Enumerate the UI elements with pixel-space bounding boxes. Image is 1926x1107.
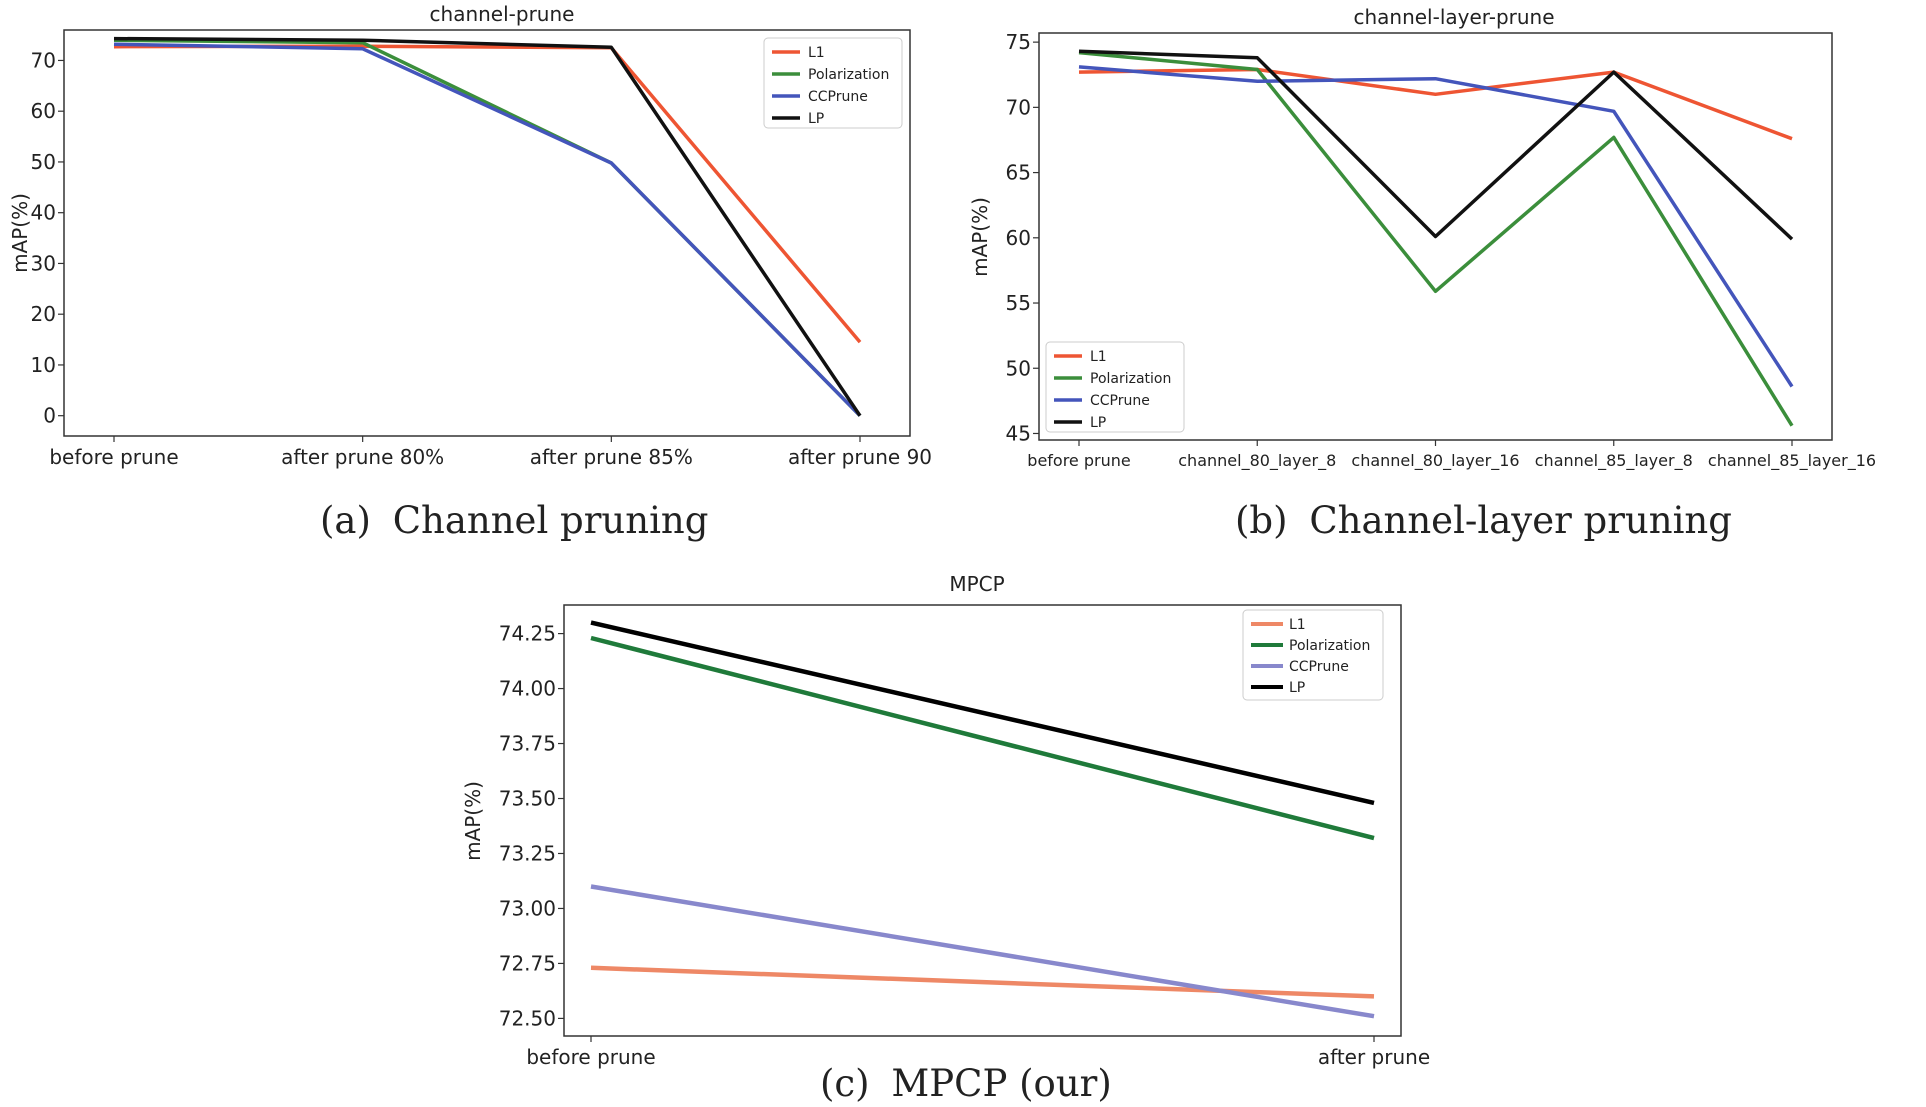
y-tick-label: 72.75 xyxy=(499,951,556,975)
y-tick-label: 20 xyxy=(31,302,56,326)
x-tick-label: after prune xyxy=(1318,1045,1430,1069)
series-line-ccprune xyxy=(1078,65,1794,388)
legend-label: L1 xyxy=(808,45,825,61)
legend-label: LP xyxy=(808,111,824,127)
series-line-l1 xyxy=(113,44,862,344)
x-tick-label: after prune 90 xyxy=(788,445,932,469)
series-line-lp xyxy=(1078,49,1794,241)
x-ticks: before prune after prune 80% after prune 8… xyxy=(49,436,932,469)
legend-label: CCPrune xyxy=(1090,393,1150,409)
y-tick-label: 40 xyxy=(31,201,56,225)
y-tick-label: 73.50 xyxy=(499,787,556,811)
chart-title: channel-prune xyxy=(430,2,575,26)
chart-title: MPCP xyxy=(949,572,1004,596)
caption-text: Channel-layer pruning xyxy=(1309,499,1732,542)
y-tick-label: 50 xyxy=(31,150,56,174)
series-lines xyxy=(113,36,862,417)
legend-box xyxy=(1242,609,1384,701)
series-lines xyxy=(590,620,1375,1019)
legend: L1 Polarization CCPrune LP xyxy=(1045,341,1185,433)
caption: (a) Channel pruning xyxy=(320,499,708,542)
x-tick-label: before prune xyxy=(49,445,178,469)
y-tick-label: 74.25 xyxy=(499,622,556,646)
caption-label: (c) xyxy=(820,1062,870,1105)
x-tick-label: channel_80_layer_8 xyxy=(1178,451,1336,471)
caption-text: MPCP (our) xyxy=(891,1062,1111,1105)
x-ticks: before prune after prune xyxy=(526,1036,1430,1069)
legend-box xyxy=(763,37,903,129)
x-tick-label: after prune 80% xyxy=(281,445,444,469)
y-tick-label: 0 xyxy=(43,404,56,428)
y-tick-label: 10 xyxy=(31,353,56,377)
x-tick-label: channel_85_layer_16 xyxy=(1708,451,1876,471)
chart-channel-layer-prune: channel-layer-prune 45 50 55 60 65 70 75 befor… xyxy=(968,5,1876,542)
y-tick-label: 55 xyxy=(1006,291,1031,315)
chart-channel-prune: channel-prune 0 10 20 30 40 50 60 70 before pru… xyxy=(8,2,932,542)
y-axis-label: mAP(%) xyxy=(461,781,485,861)
y-tick-label: 30 xyxy=(31,251,56,275)
series-line-l1 xyxy=(590,965,1375,999)
plot-frame xyxy=(563,604,1402,1037)
legend-label: L1 xyxy=(1090,349,1107,365)
y-tick-label: 75 xyxy=(1006,30,1031,54)
y-tick-label: 73.25 xyxy=(499,841,556,865)
y-axis-label: mAP(%) xyxy=(8,193,32,273)
series-lines xyxy=(1078,49,1794,427)
y-tick-label: 60 xyxy=(31,99,56,123)
legend-label: Polarization xyxy=(1289,638,1370,654)
y-tick-label: 72.50 xyxy=(499,1006,556,1030)
x-tick-label: channel_80_layer_16 xyxy=(1351,451,1519,471)
y-tick-label: 74.00 xyxy=(499,677,556,701)
legend-label: LP xyxy=(1289,680,1305,696)
series-line-l1 xyxy=(1078,67,1793,141)
caption: (b) Channel-layer pruning xyxy=(1235,499,1732,542)
x-ticks: before prune channel_80_layer_8 channel_80… xyxy=(1027,440,1876,471)
x-tick-label: after prune 85% xyxy=(530,445,693,469)
chart-title: channel-layer-prune xyxy=(1353,5,1554,29)
legend: L1 Polarization CCPrune LP xyxy=(1242,609,1384,701)
legend-label: Polarization xyxy=(1090,371,1171,387)
legend-label: CCPrune xyxy=(1289,659,1349,675)
series-line-polarization xyxy=(590,635,1375,841)
series-line-lp xyxy=(590,620,1375,806)
y-ticks: 72.50 72.75 73.00 73.25 73.50 73.75 74.00 74.25 xyxy=(499,622,564,1030)
y-tick-label: 70 xyxy=(31,48,56,72)
y-tick-label: 73.00 xyxy=(499,896,556,920)
series-line-polarization xyxy=(1078,50,1794,427)
legend-label: CCPrune xyxy=(808,89,868,105)
caption-text: Channel pruning xyxy=(393,499,709,542)
x-tick-label: channel_85_layer_8 xyxy=(1535,451,1693,471)
y-tick-label: 45 xyxy=(1006,421,1031,445)
series-line-ccprune xyxy=(590,884,1375,1019)
y-tick-label: 50 xyxy=(1006,356,1031,380)
y-tick-label: 60 xyxy=(1006,226,1031,250)
chart-mpcp: MPCP 72.50 72.75 73.00 73.25 73.50 73.75 74.00… xyxy=(461,572,1430,1105)
series-line-polarization xyxy=(113,38,862,417)
y-tick-label: 65 xyxy=(1006,161,1031,185)
x-tick-label: before prune xyxy=(526,1045,655,1069)
y-ticks: 45 50 55 60 65 70 75 xyxy=(1006,30,1039,445)
caption: (c) MPCP (our) xyxy=(820,1062,1112,1105)
y-tick-label: 70 xyxy=(1006,95,1031,119)
legend-label: LP xyxy=(1090,415,1106,431)
caption-label: (a) xyxy=(320,499,371,542)
y-tick-label: 73.75 xyxy=(499,732,556,756)
legend-label: Polarization xyxy=(808,67,889,83)
plot-frame xyxy=(63,29,911,437)
legend: L1 Polarization CCPrune LP xyxy=(763,37,903,129)
y-ticks: 0 10 20 30 40 50 60 70 xyxy=(31,48,64,428)
legend-label: L1 xyxy=(1289,617,1306,633)
caption-label: (b) xyxy=(1235,499,1288,542)
legend-box xyxy=(1045,341,1185,433)
series-line-lp xyxy=(113,36,862,417)
series-line-ccprune xyxy=(113,42,862,417)
x-tick-label: before prune xyxy=(1027,451,1130,470)
y-axis-label: mAP(%) xyxy=(968,197,992,277)
